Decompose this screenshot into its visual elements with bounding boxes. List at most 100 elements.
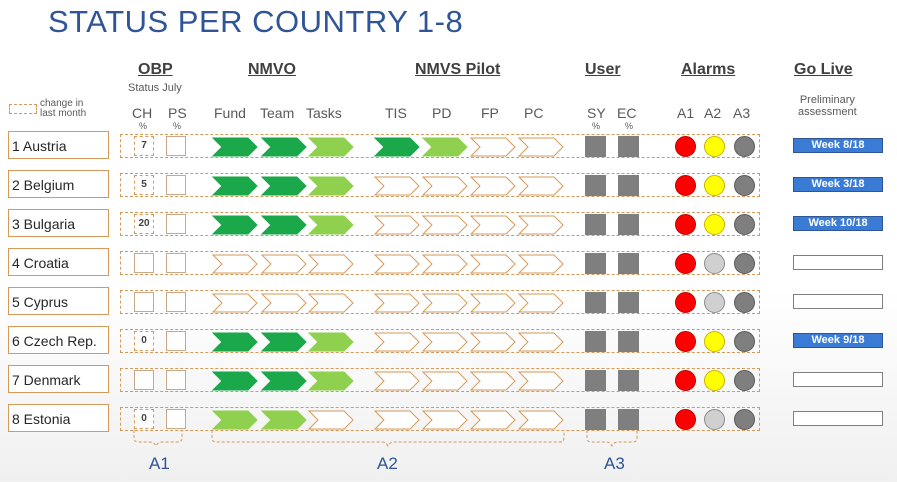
group-braces xyxy=(133,430,638,448)
ch-percent-box: 0 xyxy=(134,409,154,429)
chevron-pc-icon xyxy=(518,293,564,313)
alarm-a2-indicator xyxy=(704,136,725,157)
col-pc: PC xyxy=(524,105,544,121)
chevron-tis-icon xyxy=(374,254,420,274)
sy-status-square xyxy=(585,370,606,391)
alarm-a1-indicator xyxy=(675,175,696,196)
ec-status-square xyxy=(618,409,639,430)
chevron-pd-icon xyxy=(422,137,468,157)
sy-status-square xyxy=(585,175,606,196)
chevron-pc-icon xyxy=(518,254,564,274)
obp-subtitle-text: Status July xyxy=(128,82,182,94)
row-outline xyxy=(120,329,760,353)
alarm-a2-indicator xyxy=(704,331,725,352)
chevron-tis-icon xyxy=(374,293,420,313)
chevron-team-icon xyxy=(261,137,307,157)
alarm-a2-indicator xyxy=(704,409,725,430)
chevron-pc-icon xyxy=(518,410,564,430)
sy-status-square xyxy=(585,136,606,157)
chevron-tis-icon xyxy=(374,137,420,157)
chevron-fp-icon xyxy=(470,176,516,196)
chevron-fund-icon xyxy=(212,254,258,274)
chevron-fund-icon xyxy=(212,137,258,157)
chevron-pc-icon xyxy=(518,137,564,157)
chevron-tasks-icon xyxy=(308,371,354,391)
ec-status-square xyxy=(618,214,639,235)
country-label: 2 Belgium xyxy=(8,170,109,198)
country-label: 6 Czech Rep. xyxy=(8,326,109,354)
chevron-tis-icon xyxy=(374,410,420,430)
chevron-fp-icon xyxy=(470,332,516,352)
chevron-pd-icon xyxy=(422,176,468,196)
chevron-fp-icon xyxy=(470,215,516,235)
alarm-a2-indicator xyxy=(704,214,725,235)
chevron-team-icon xyxy=(261,215,307,235)
col-tis: TIS xyxy=(385,105,407,121)
row-outline xyxy=(120,173,760,197)
go-live-week-badge: Week 8/18 xyxy=(793,138,883,153)
legend-line-2: last month xyxy=(40,108,87,119)
legend-line-1: change in xyxy=(40,98,84,109)
col-pd: PD xyxy=(432,105,452,121)
country-label: 1 Austria xyxy=(8,131,109,159)
brace-a2 xyxy=(211,430,565,448)
row-outline xyxy=(120,212,760,236)
col-ch-pct: % xyxy=(139,121,148,131)
golive-sub-line-2: assessment xyxy=(798,106,857,118)
alarm-a3-indicator xyxy=(734,409,755,430)
legend-text: change in last month xyxy=(40,99,86,119)
ps-percent-box xyxy=(166,136,186,156)
row-outline xyxy=(120,134,760,158)
col-a3: A3 xyxy=(733,105,751,121)
alarm-a3-indicator xyxy=(734,214,755,235)
chevron-fund-icon xyxy=(212,176,258,196)
col-fund: Fund xyxy=(214,105,246,121)
chevron-tis-icon xyxy=(374,215,420,235)
chevron-fund-icon xyxy=(212,293,258,313)
ch-percent-box xyxy=(134,253,154,273)
group-nmvs-pilot: NMVS Pilot xyxy=(415,61,501,78)
sy-status-square xyxy=(585,331,606,352)
chevron-pc-icon xyxy=(518,332,564,352)
golive-sub-line-1: Preliminary xyxy=(799,94,855,106)
sy-status-square xyxy=(585,214,606,235)
ps-percent-box xyxy=(166,253,186,273)
ch-percent-box: 5 xyxy=(134,175,154,195)
alarm-a3-indicator xyxy=(734,292,755,313)
go-live-week-badge: Week 10/18 xyxy=(793,216,883,231)
go-live-week-badge: Week 9/18 xyxy=(793,333,883,348)
ch-percent-box xyxy=(134,292,154,312)
chevron-fp-icon xyxy=(470,254,516,274)
sy-status-square xyxy=(585,253,606,274)
col-a2: A2 xyxy=(704,105,722,121)
country-label: 3 Bulgaria xyxy=(8,209,109,237)
go-live-week-badge xyxy=(793,372,883,387)
chevron-pc-icon xyxy=(518,176,564,196)
alarm-a2-indicator xyxy=(704,292,725,313)
group-obp: OBP xyxy=(138,61,173,78)
alarm-a1-indicator xyxy=(675,331,696,352)
chevron-pd-icon xyxy=(422,215,468,235)
chevron-tasks-icon xyxy=(308,254,354,274)
legend-dashed-box-icon xyxy=(9,104,37,114)
chevron-fund-icon xyxy=(212,371,258,391)
chevron-fund-icon xyxy=(212,215,258,235)
chevron-team-icon xyxy=(261,254,307,274)
chevron-team-icon xyxy=(261,176,307,196)
ps-percent-box xyxy=(166,214,186,234)
chevron-tasks-icon xyxy=(308,332,354,352)
alarm-a2-indicator xyxy=(704,175,725,196)
col-tasks: Tasks xyxy=(306,105,342,121)
alarm-a3-indicator xyxy=(734,331,755,352)
chevron-fund-icon xyxy=(212,410,258,430)
alarm-a1-indicator xyxy=(675,409,696,430)
col-ec-pct: % xyxy=(625,121,634,131)
ps-percent-box xyxy=(166,175,186,195)
obp-subtitle: Status July xyxy=(128,82,182,94)
go-live-week-badge xyxy=(793,294,883,309)
chevron-tasks-icon xyxy=(308,410,354,430)
col-ch: CH xyxy=(132,105,153,121)
chevron-tis-icon xyxy=(374,176,420,196)
col-fp: FP xyxy=(481,105,499,121)
alarm-a1-indicator xyxy=(675,292,696,313)
